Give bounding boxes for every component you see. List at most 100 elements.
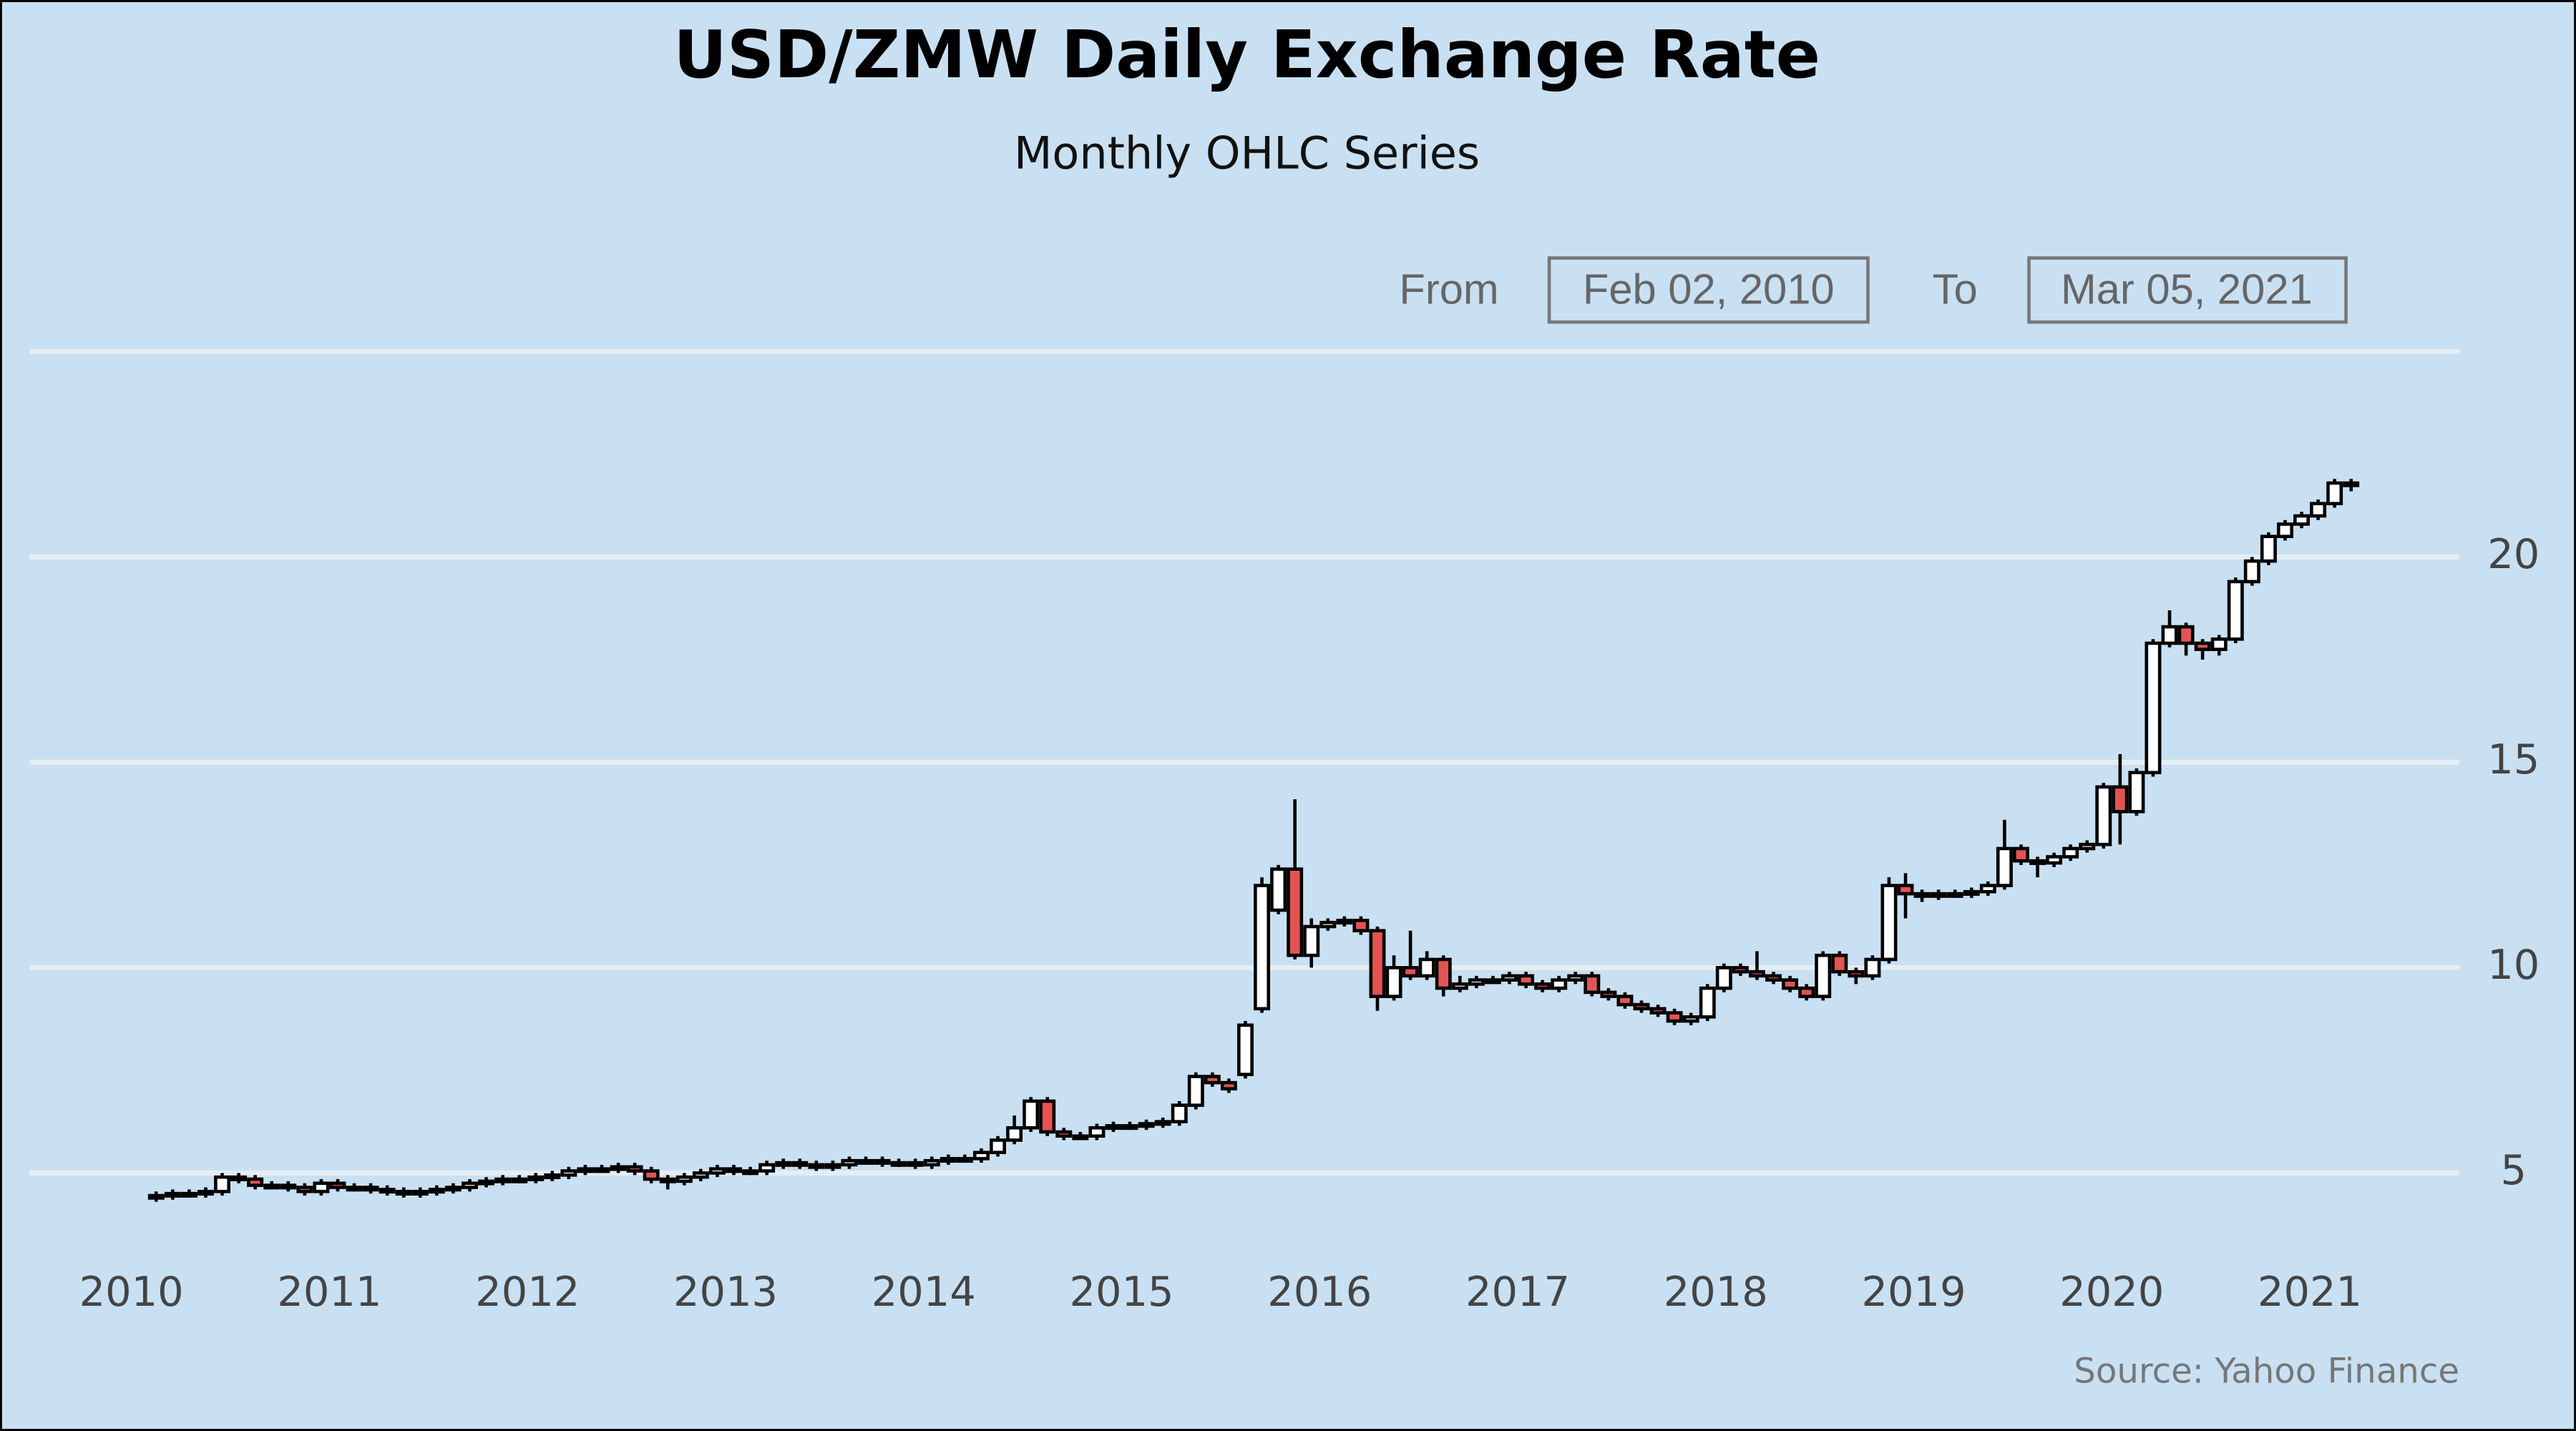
range-selector: From Feb 02, 2010 To Mar 05, 2021 xyxy=(1399,256,2348,324)
candle-body xyxy=(1584,974,1601,995)
candle-body xyxy=(1204,1075,1221,1085)
candle-body xyxy=(2046,855,2063,865)
candle-body xyxy=(1468,978,1485,986)
candle-body xyxy=(2194,641,2211,651)
candle-body xyxy=(2293,514,2311,526)
candle-body xyxy=(726,1167,742,1173)
x-tick-label: 2011 xyxy=(277,1268,381,1316)
candle-body xyxy=(1649,1007,1667,1015)
candle-body xyxy=(1369,929,1386,998)
candle-body xyxy=(2177,625,2195,645)
candle-body xyxy=(874,1158,891,1165)
x-tick-label: 2017 xyxy=(1465,1268,1570,1316)
to-input[interactable] xyxy=(2027,256,2348,324)
candle-body xyxy=(428,1188,445,1194)
candle-body xyxy=(1930,892,1947,898)
candle-body xyxy=(1897,884,1914,896)
candle-body xyxy=(444,1186,462,1192)
candle-body xyxy=(1352,919,1370,933)
candle-body xyxy=(1782,978,1799,990)
x-tick-label: 2018 xyxy=(1664,1268,1768,1316)
candle-body xyxy=(247,1177,264,1187)
candle-body xyxy=(990,1138,1006,1155)
candle-body xyxy=(610,1165,627,1171)
candle-body xyxy=(692,1171,709,1179)
candle-body xyxy=(1418,957,1435,978)
candle-body xyxy=(2145,641,2162,775)
candle-body xyxy=(907,1161,924,1167)
candle-body xyxy=(972,1151,990,1161)
to-date[interactable]: Mar 05, 2021 xyxy=(2061,265,2313,313)
candle-body xyxy=(890,1161,907,1167)
candle-body xyxy=(1913,892,1931,898)
candle-body xyxy=(1848,970,1865,978)
candle-body xyxy=(1600,990,1617,998)
candle-body xyxy=(2029,859,2046,865)
candle-body xyxy=(411,1189,429,1196)
candle-body xyxy=(758,1163,776,1173)
candle-body xyxy=(1336,919,1353,925)
candle-body xyxy=(346,1186,363,1192)
candle-body xyxy=(1171,1103,1188,1123)
candle-body xyxy=(560,1169,577,1177)
candle-body xyxy=(1236,1023,1254,1076)
candle-body xyxy=(1254,884,1271,1011)
from-date[interactable]: Feb 02, 2010 xyxy=(1583,265,1835,313)
candle-body xyxy=(478,1179,495,1186)
candle-body xyxy=(1385,966,1402,998)
y-tick-label: 10 xyxy=(2487,941,2540,989)
y-tick-label: 5 xyxy=(2500,1146,2527,1194)
candle-body xyxy=(1006,1125,1023,1142)
candle-body xyxy=(329,1181,346,1189)
candle-body xyxy=(1996,846,2013,887)
candle-body xyxy=(1039,1099,1056,1134)
candle-body xyxy=(1088,1125,1106,1138)
x-tick-label: 2020 xyxy=(2059,1268,2164,1316)
candle-body xyxy=(1518,974,1535,986)
candle-body xyxy=(1105,1124,1122,1130)
candle-body xyxy=(1534,982,1551,990)
from-input[interactable] xyxy=(1547,256,1870,324)
candle-body xyxy=(544,1173,561,1180)
x-tick-label: 2013 xyxy=(673,1268,778,1316)
candle-body xyxy=(147,1193,165,1200)
candle-body xyxy=(461,1181,478,1189)
candle-body xyxy=(1023,1099,1040,1130)
candle-body xyxy=(1831,953,1848,974)
candle-body xyxy=(1501,974,1518,982)
candle-body xyxy=(2227,580,2244,641)
candle-body xyxy=(1633,1002,1650,1011)
candle-body xyxy=(1963,889,1980,896)
candle-body xyxy=(1055,1130,1073,1138)
candle-body xyxy=(956,1157,973,1163)
candle-body xyxy=(1270,867,1287,912)
candle-body xyxy=(395,1189,412,1196)
candle-body xyxy=(1798,986,1815,998)
candle-body xyxy=(1979,884,1996,894)
candle-body xyxy=(940,1157,957,1163)
candle-body xyxy=(791,1161,809,1167)
candle-body xyxy=(527,1175,545,1181)
candle-body xyxy=(1946,892,1963,898)
chart-subtitle: Monthly OHLC Series xyxy=(1014,127,1480,179)
candle-body xyxy=(1715,966,1732,990)
y-tick-label: 20 xyxy=(2487,530,2540,578)
candle-body xyxy=(1732,966,1749,974)
x-tick-label: 2016 xyxy=(1267,1268,1372,1316)
candle-body xyxy=(708,1167,726,1175)
candle-body xyxy=(2210,637,2228,651)
candle-body xyxy=(2260,534,2277,563)
candle-body xyxy=(1551,978,1568,990)
candle-body xyxy=(1402,966,1419,978)
candle-body xyxy=(923,1158,940,1167)
candle-body xyxy=(593,1167,610,1173)
chart-title: USD/ZMW Daily Exchange Rate xyxy=(673,16,1820,93)
candle-body xyxy=(824,1163,841,1169)
candle-body xyxy=(1319,920,1337,929)
candle-body xyxy=(379,1188,396,1194)
candle-body xyxy=(1567,974,1584,982)
candle-body xyxy=(2276,522,2293,539)
candle-body xyxy=(808,1163,825,1169)
candle-body xyxy=(1435,957,1452,990)
